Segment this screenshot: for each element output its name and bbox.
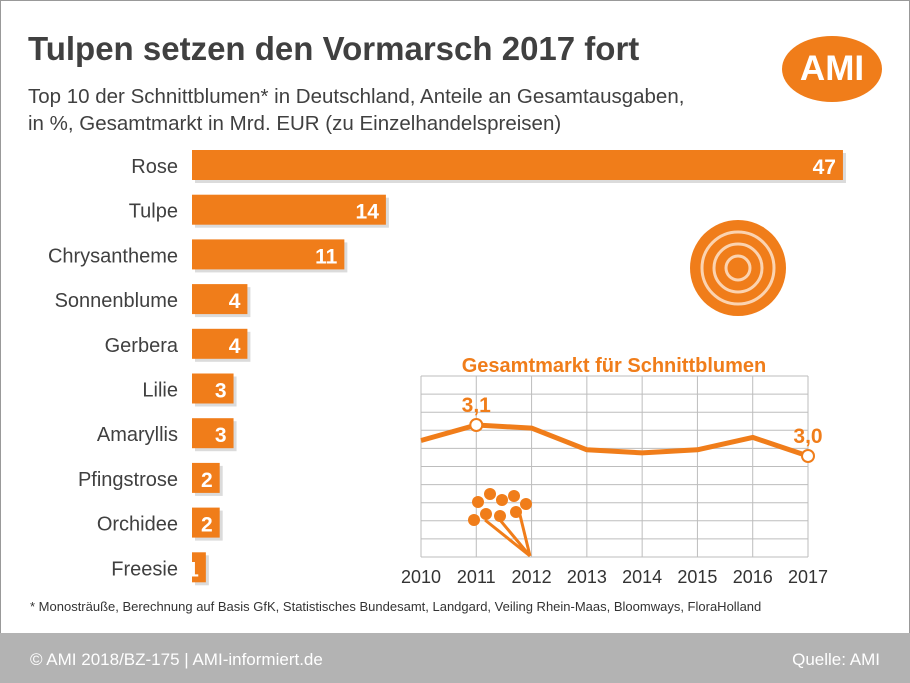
bar-category-label: Freesie (111, 558, 178, 580)
bar (192, 194, 386, 225)
footer-source: Quelle: AMI (792, 650, 880, 669)
data-label: 3,0 (793, 425, 822, 448)
bar (192, 373, 234, 404)
ami-logo: AMI (782, 36, 882, 102)
x-tick-label: 2016 (733, 567, 773, 587)
x-tick-label: 2015 (677, 567, 717, 587)
footnote: * Monosträuße, Berechnung auf Basis GfK,… (30, 599, 762, 614)
line-series (420, 422, 809, 459)
bar (192, 507, 220, 538)
data-label: 3,1 (462, 394, 492, 417)
bar-value-label: 1 (187, 558, 199, 581)
rose-icon (690, 220, 786, 316)
bar-category-label: Sonnenblume (55, 290, 178, 312)
x-tick-label: 2010 (401, 567, 441, 587)
bar-category-label: Amaryllis (97, 424, 178, 446)
bar-value-label: 47 (813, 156, 836, 179)
bar-value-label: 3 (215, 380, 227, 403)
bar-category-label: Gerbera (105, 335, 179, 357)
subtitle-line1: Top 10 der Schnittblumen* in Deutschland… (28, 85, 685, 108)
highlight-marker (469, 418, 484, 432)
bar-category-label: Tulpe (129, 201, 178, 223)
highlight-marker (801, 449, 815, 463)
subtitle-line2: in %, Gesamtmarkt in Mrd. EUR (zu Einzel… (28, 112, 562, 135)
bar-value-label: 4 (229, 290, 241, 313)
bar-value-label: 2 (201, 514, 213, 537)
bar-category-label: Chrysantheme (48, 245, 178, 267)
bar-value-label: 11 (315, 245, 338, 268)
bar (192, 418, 234, 449)
bar (192, 328, 248, 359)
x-tick-label: 2014 (622, 567, 662, 587)
footer-copyright: © AMI 2018/BZ-175 | AMI-informiert.de (30, 650, 323, 669)
bar-category-label: Pfingstrose (78, 469, 178, 491)
bar (192, 462, 220, 493)
bar (192, 239, 345, 270)
bar-category-label: Rose (131, 156, 178, 178)
bar-value-label: 14 (356, 201, 380, 224)
bar-category-label: Lilie (142, 380, 178, 402)
bar-value-label: 4 (229, 335, 241, 358)
bar-category-label: Orchidee (97, 514, 178, 536)
x-tick-label: 2012 (512, 567, 552, 587)
bouquet-icon (468, 488, 532, 558)
x-tick-label: 2013 (567, 567, 607, 587)
bar (192, 284, 248, 315)
bar (192, 150, 843, 180)
bar-value-label: 3 (215, 424, 227, 447)
x-tick-label: 2011 (457, 567, 496, 587)
line-chart-title: Gesamtmarkt für Schnittblumen (462, 355, 767, 377)
footer: © AMI 2018/BZ-175 | AMI-informiert.de Qu… (0, 633, 910, 683)
bar-value-label: 2 (201, 469, 213, 492)
bar (192, 552, 206, 583)
chart-title: Tulpen setzen den Vormarsch 2017 fort (28, 30, 640, 67)
x-tick-label: 2017 (788, 567, 828, 587)
